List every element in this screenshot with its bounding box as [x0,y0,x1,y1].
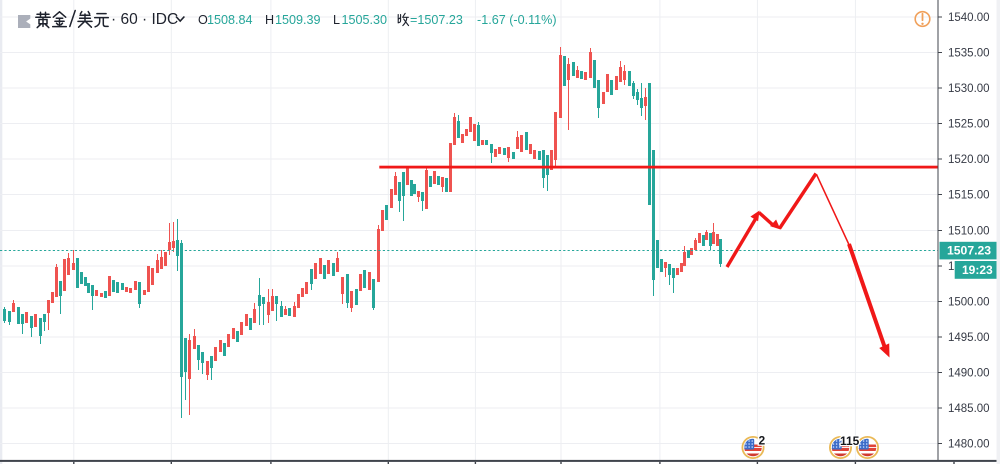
svg-text:1490.00: 1490.00 [948,368,990,380]
svg-text:115: 115 [840,434,860,448]
svg-text:19:23: 19:23 [962,263,993,277]
svg-text:1495.00: 1495.00 [948,332,990,344]
svg-text:1530.00: 1530.00 [948,83,990,95]
svg-text:1485.00: 1485.00 [948,403,990,415]
svg-text:1508.84: 1508.84 [207,13,253,27]
svg-text:1540.00: 1540.00 [948,12,990,24]
svg-text:1505.30: 1505.30 [342,13,388,27]
svg-text:=1507.23: =1507.23 [410,13,463,27]
svg-text:1520.00: 1520.00 [948,154,990,166]
svg-text:1500.00: 1500.00 [948,297,990,309]
svg-text:1509.39: 1509.39 [275,13,321,27]
svg-text:2: 2 [759,434,766,448]
svg-text:1507.23: 1507.23 [947,244,991,258]
svg-text:L: L [333,13,340,27]
svg-text:1510.00: 1510.00 [948,226,990,238]
svg-text:1515.00: 1515.00 [948,190,990,202]
svg-text:-1.67 (-0.11%): -1.67 (-0.11%) [477,13,557,27]
svg-text:· 60 · IDC: · 60 · IDC [111,11,178,28]
svg-text:1525.00: 1525.00 [948,119,990,131]
svg-text:H: H [265,13,274,27]
svg-text:1535.00: 1535.00 [948,48,990,60]
svg-text:1480.00: 1480.00 [948,439,990,451]
